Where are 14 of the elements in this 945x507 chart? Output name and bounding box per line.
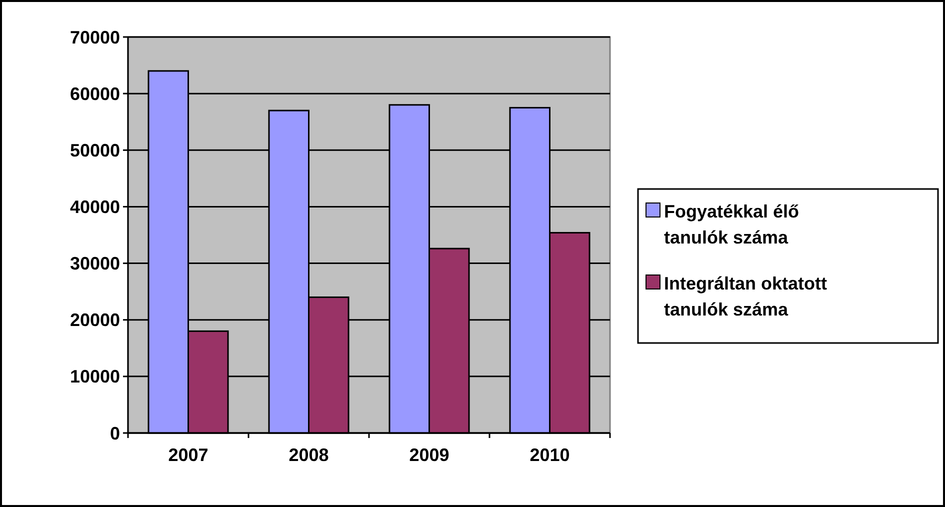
y-tick-label: 60000 (70, 84, 120, 104)
y-tick-label: 20000 (70, 310, 120, 330)
y-tick-label: 10000 (70, 366, 120, 387)
y-tick-label: 30000 (70, 254, 120, 274)
legend-label: Integráltan oktatott tanulók száma (664, 273, 828, 320)
x-tick-label: 2008 (288, 445, 329, 465)
y-tick-label: 70000 (70, 27, 120, 48)
x-tick-label: 2009 (409, 445, 450, 465)
y-tick-label: 0 (110, 423, 120, 444)
y-tick-label: 50000 (70, 140, 120, 160)
y-tick-label: 40000 (70, 197, 120, 218)
x-tick-label: 2007 (168, 445, 208, 465)
legend-label: Fogyatékkal élő tanulók száma (664, 201, 800, 248)
x-tick-label: 2010 (530, 445, 570, 465)
